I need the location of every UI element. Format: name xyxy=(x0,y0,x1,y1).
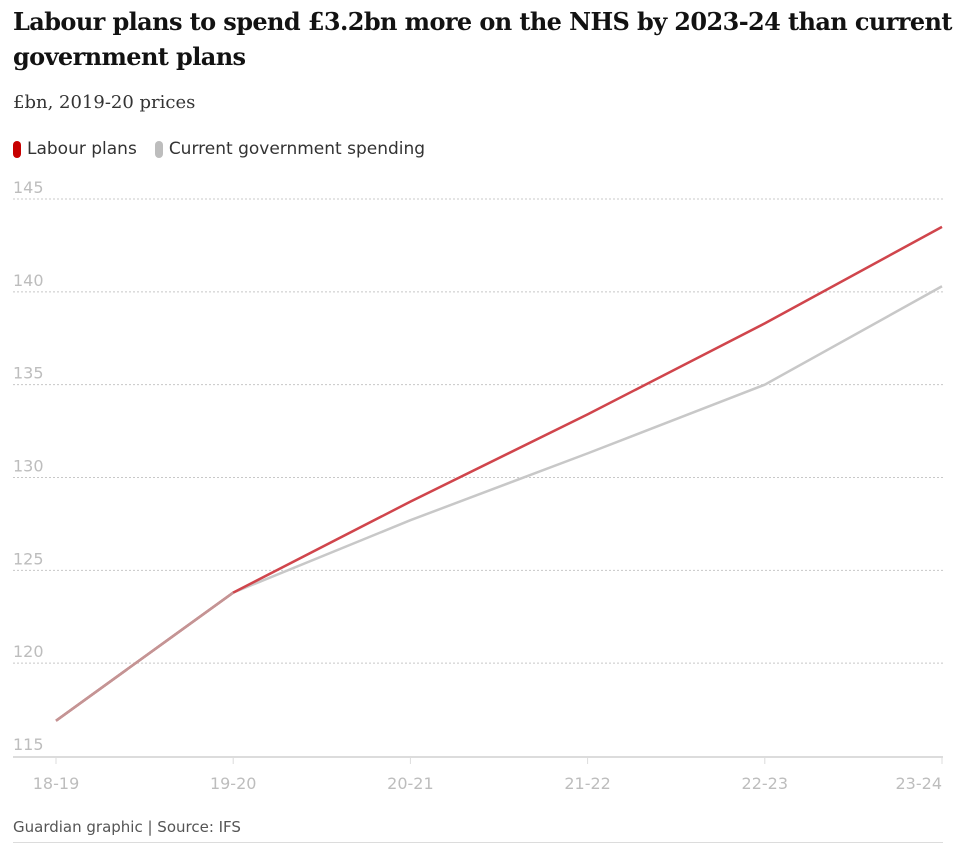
legend-item-government: Current government spending xyxy=(154,139,426,159)
legend-label-labour: Labour plans xyxy=(27,139,137,159)
series-lines xyxy=(55,225,943,722)
gridlines xyxy=(13,198,943,664)
legend-item-labour: Labour plans xyxy=(13,139,137,159)
legend-swatch-government xyxy=(154,140,163,158)
legend: Labour plans Current government spending xyxy=(13,139,443,159)
chart-subtitle: £bn, 2019-20 prices xyxy=(13,92,196,113)
footer-divider xyxy=(13,842,943,843)
y-tick-label: 140 xyxy=(13,271,44,290)
y-tick-label: 125 xyxy=(13,549,44,568)
x-tick-label: 22-23 xyxy=(742,774,789,793)
x-tick-label: 19-20 xyxy=(210,774,257,793)
y-axis-ticks: 115 120 125 130 135 140 145 xyxy=(13,178,44,754)
legend-swatch-labour xyxy=(13,140,21,158)
x-tick-label: 21-22 xyxy=(564,774,611,793)
x-tick-label: 23-24 xyxy=(896,774,943,793)
series-line-overlap xyxy=(55,591,234,722)
line-chart: 115 120 125 130 135 140 145 18-19 19-20 20-21 21-… xyxy=(13,178,943,793)
series-line-government xyxy=(55,285,943,722)
chart-title: Labour plans to spend £3.2bn more on the… xyxy=(13,7,952,71)
series-line-labour xyxy=(55,225,943,722)
y-tick-label: 145 xyxy=(13,178,44,197)
source-note: Guardian graphic | Source: IFS xyxy=(13,818,241,836)
x-tick-label: 20-21 xyxy=(387,774,434,793)
y-tick-label: 115 xyxy=(13,735,44,754)
x-tick-label: 18-19 xyxy=(33,774,80,793)
y-tick-label: 135 xyxy=(13,364,44,383)
y-tick-label: 130 xyxy=(13,457,44,476)
x-axis: 18-19 19-20 20-21 21-22 22-23 23-24 xyxy=(13,756,943,793)
y-tick-label: 120 xyxy=(13,642,44,661)
legend-label-government: Current government spending xyxy=(168,139,426,159)
